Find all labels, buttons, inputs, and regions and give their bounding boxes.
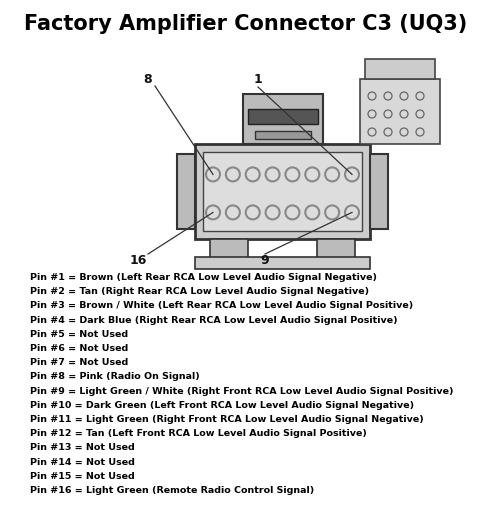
- Text: 9: 9: [261, 254, 269, 268]
- Text: Pin #16 = Light Green (Remote Radio Control Signal): Pin #16 = Light Green (Remote Radio Cont…: [30, 486, 314, 495]
- Bar: [317, 239, 355, 259]
- Bar: [210, 239, 248, 259]
- Bar: [365, 59, 435, 79]
- Text: Pin #1 = Brown (Left Rear RCA Low Level Audio Signal Negative): Pin #1 = Brown (Left Rear RCA Low Level …: [30, 273, 377, 282]
- Text: Pin #9 = Light Green / White (Right Front RCA Low Level Audio Signal Positive): Pin #9 = Light Green / White (Right Fron…: [30, 387, 454, 395]
- Text: Pin #7 = Not Used: Pin #7 = Not Used: [30, 358, 128, 367]
- Text: Factory Amplifier Connector C3 (UQ3): Factory Amplifier Connector C3 (UQ3): [24, 14, 468, 34]
- Text: 1: 1: [253, 72, 262, 86]
- Bar: [177, 154, 195, 229]
- Text: 16: 16: [129, 254, 147, 268]
- Bar: [195, 257, 370, 269]
- Text: Pin #10 = Dark Green (Left Front RCA Low Level Audio Signal Negative): Pin #10 = Dark Green (Left Front RCA Low…: [30, 401, 414, 410]
- Text: Pin #5 = Not Used: Pin #5 = Not Used: [30, 330, 128, 339]
- Text: Pin #2 = Tan (Right Rear RCA Low Level Audio Signal Negative): Pin #2 = Tan (Right Rear RCA Low Level A…: [30, 287, 369, 296]
- Bar: [254, 131, 311, 139]
- Bar: [243, 94, 322, 144]
- Text: Pin #15 = Not Used: Pin #15 = Not Used: [30, 472, 135, 481]
- Bar: [203, 152, 362, 231]
- Bar: [370, 154, 388, 229]
- Text: Pin #12 = Tan (Left Front RCA Low Level Audio Signal Positive): Pin #12 = Tan (Left Front RCA Low Level …: [30, 429, 367, 438]
- Bar: [247, 109, 317, 124]
- Text: Pin #8 = Pink (Radio On Signal): Pin #8 = Pink (Radio On Signal): [30, 373, 200, 381]
- Text: Pin #14 = Not Used: Pin #14 = Not Used: [30, 458, 135, 467]
- Text: Pin #6 = Not Used: Pin #6 = Not Used: [30, 344, 128, 353]
- Text: Pin #13 = Not Used: Pin #13 = Not Used: [30, 443, 135, 453]
- Bar: [195, 144, 370, 239]
- Text: 8: 8: [143, 72, 152, 86]
- Text: Pin #4 = Dark Blue (Right Rear RCA Low Level Audio Signal Positive): Pin #4 = Dark Blue (Right Rear RCA Low L…: [30, 316, 398, 325]
- Text: Pin #11 = Light Green (Right Front RCA Low Level Audio Signal Negative): Pin #11 = Light Green (Right Front RCA L…: [30, 415, 424, 424]
- Bar: [360, 79, 440, 144]
- Text: Pin #3 = Brown / White (Left Rear RCA Low Level Audio Signal Positive): Pin #3 = Brown / White (Left Rear RCA Lo…: [30, 301, 413, 310]
